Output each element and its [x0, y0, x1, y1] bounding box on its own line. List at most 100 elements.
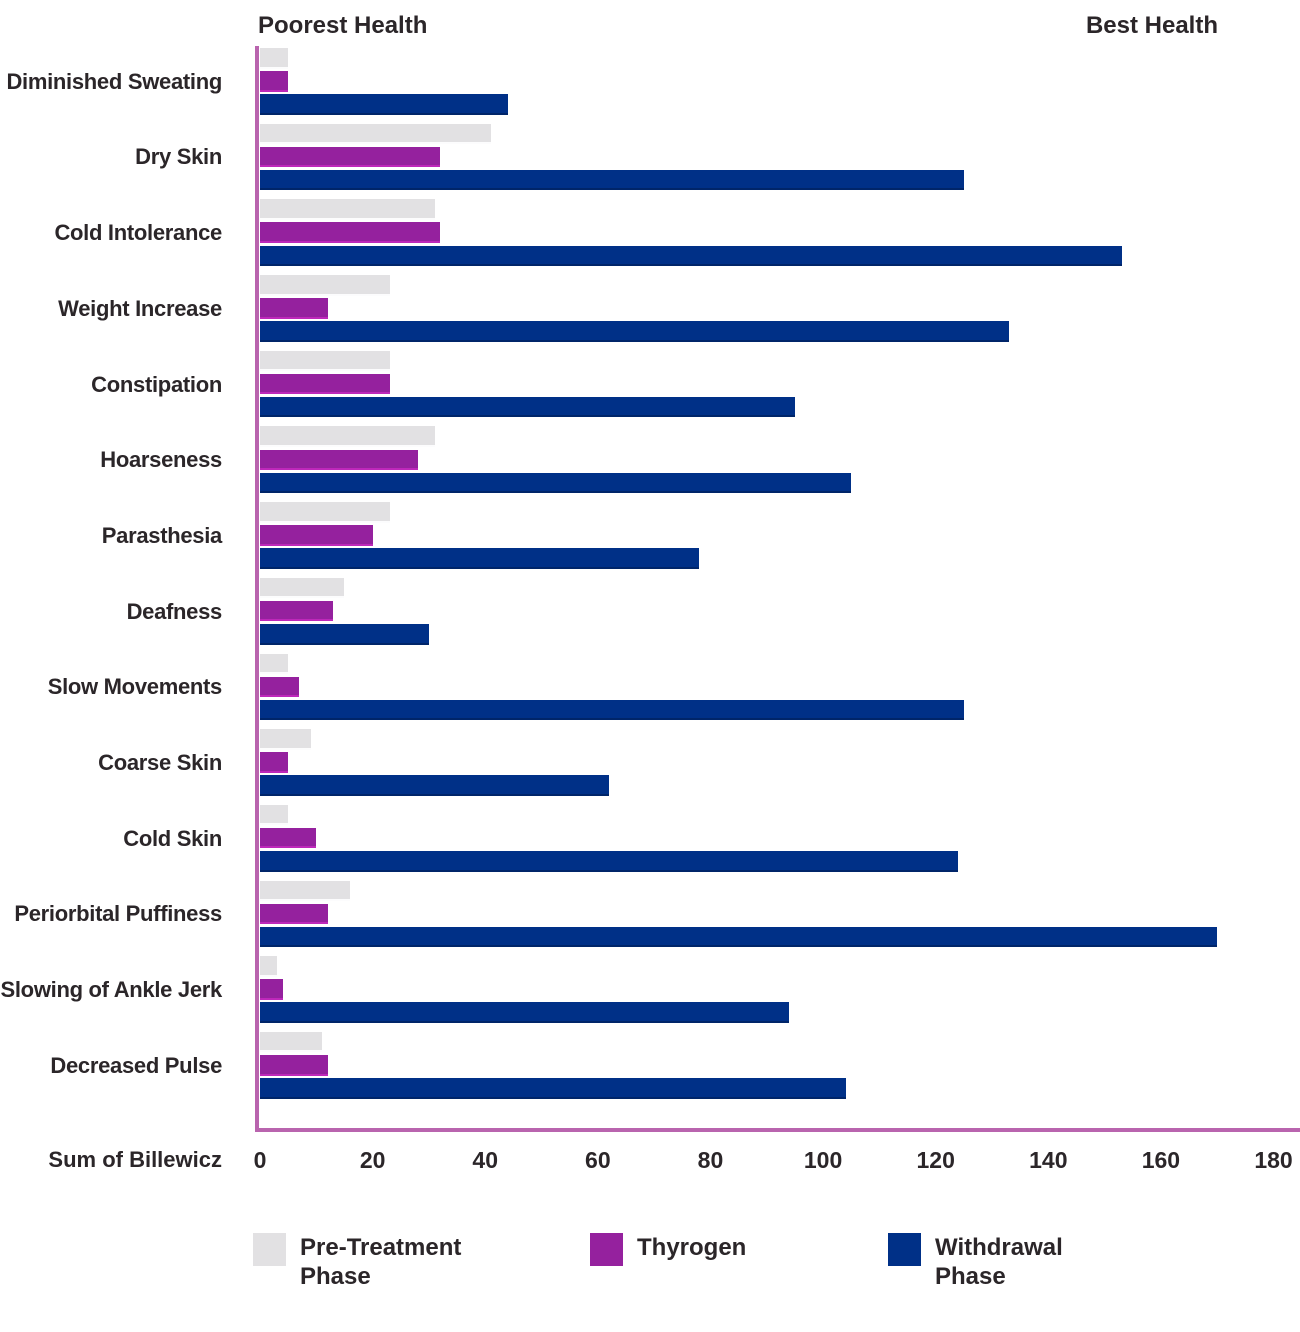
- bar-pre-treatment: [260, 426, 435, 447]
- category-row: Hoarseness: [0, 426, 1300, 494]
- bar-withdrawal: [260, 851, 959, 872]
- bar-pre-treatment: [260, 1031, 322, 1053]
- x-tick-label: 0: [253, 1147, 267, 1173]
- bar-pre-treatment: [260, 502, 390, 523]
- category-label: Deafness: [126, 598, 223, 624]
- health-scale-annotations: Poorest Health Best Health: [258, 12, 1218, 40]
- x-tick-label: 40: [472, 1147, 499, 1173]
- category-row: Dry Skin: [0, 123, 1300, 191]
- bar-pre-treatment: [260, 729, 311, 750]
- category-label: Cold Skin: [123, 825, 222, 851]
- bar-pre-treatment: [260, 804, 289, 826]
- bar-group: [260, 729, 1300, 796]
- category-row: Slowing of Ankle Jerk: [0, 956, 1300, 1023]
- category-row: Weight Increase: [0, 275, 1300, 342]
- bar-group: [260, 48, 1300, 115]
- bar-thyrogen: [260, 298, 328, 319]
- category-row: Slow Movements: [0, 653, 1300, 721]
- bar-group: [260, 653, 1300, 721]
- category-label: Parasthesia: [101, 522, 223, 548]
- bar-pre-treatment: [260, 123, 491, 145]
- bar-withdrawal: [260, 775, 610, 796]
- bar-pre-treatment: [260, 880, 351, 902]
- x-axis-line: [255, 1128, 1300, 1132]
- bar-withdrawal: [260, 321, 1009, 342]
- bar-thyrogen: [260, 676, 300, 698]
- bar-thyrogen: [260, 146, 441, 168]
- category-row: Diminished Sweating: [0, 48, 1300, 115]
- bar-withdrawal: [260, 548, 700, 569]
- bar-pre-treatment: [260, 275, 390, 296]
- bar-pre-treatment: [260, 350, 390, 372]
- bar-withdrawal: [260, 699, 964, 721]
- category-row: Cold Skin: [0, 804, 1300, 872]
- category-row: Decreased Pulse: [0, 1031, 1300, 1099]
- bar-group: [260, 199, 1300, 267]
- bar-group: [260, 880, 1300, 948]
- category-label: Dry Skin: [135, 144, 222, 170]
- thyrogen-label: Thyrogen: [637, 1234, 747, 1261]
- bar-group: [260, 577, 1300, 645]
- bar-thyrogen: [260, 827, 317, 849]
- bar-withdrawal: [260, 245, 1122, 267]
- x-tick-label: 80: [697, 1147, 724, 1173]
- poorest-health-label: Poorest Health: [258, 12, 428, 39]
- bar-group: [260, 1031, 1300, 1099]
- bar-thyrogen: [260, 525, 373, 546]
- category-label: Cold Intolerance: [54, 220, 222, 246]
- category-row: Cold Intolerance: [0, 199, 1300, 267]
- withdrawal-label: Withdrawal Phase: [935, 1234, 1063, 1290]
- bar-pre-treatment: [260, 956, 277, 977]
- legend: Pre-Treatment Phase Thyrogen Withdrawal …: [0, 1233, 1300, 1313]
- x-tick-label: 60: [585, 1147, 611, 1173]
- bar-pre-treatment: [260, 577, 345, 599]
- withdrawal-swatch: [888, 1233, 921, 1266]
- x-tick-label: 140: [1029, 1147, 1068, 1173]
- pre-treatment-swatch: [253, 1233, 286, 1266]
- bar-withdrawal: [260, 1002, 790, 1023]
- bar-group: [260, 502, 1300, 569]
- bar-thyrogen: [260, 600, 334, 622]
- category-label: Slowing of Ankle Jerk: [0, 977, 223, 1003]
- bar-thyrogen: [260, 222, 441, 243]
- bar-withdrawal: [260, 1078, 846, 1099]
- category-label: Periorbital Puffiness: [14, 901, 222, 927]
- category-row: Parasthesia: [0, 502, 1300, 569]
- bar-group: [260, 123, 1300, 191]
- bar-withdrawal: [260, 94, 508, 115]
- category-label: Weight Increase: [58, 295, 222, 321]
- category-label: Diminished Sweating: [6, 68, 222, 94]
- bar-thyrogen: [260, 71, 289, 92]
- x-tick-label: 180: [1254, 1147, 1293, 1173]
- bar-withdrawal: [260, 169, 964, 191]
- pre-treatment-label: Pre-Treatment Phase: [300, 1234, 462, 1290]
- bar-withdrawal: [260, 624, 429, 645]
- category-row: Deafness: [0, 577, 1300, 645]
- bar-group: [260, 426, 1300, 494]
- bar-thyrogen: [260, 1055, 328, 1076]
- bar-withdrawal: [260, 396, 795, 418]
- x-tick-label: 20: [359, 1147, 386, 1173]
- category-label: Slow Movements: [47, 674, 223, 700]
- x-axis-ticks: 0 20 40 60 80 100 120 140 160 180: [254, 1147, 1300, 1177]
- bar-withdrawal: [260, 926, 1218, 948]
- category-label: Decreased Pulse: [50, 1052, 222, 1078]
- category-row: Periorbital Puffiness: [0, 880, 1300, 948]
- bar-thyrogen: [260, 449, 418, 471]
- x-tick-label: 120: [916, 1147, 955, 1173]
- bar-pre-treatment: [260, 653, 289, 674]
- category-row: Constipation: [0, 350, 1300, 418]
- category-label: Coarse Skin: [98, 749, 222, 775]
- category-label: Hoarseness: [100, 447, 222, 473]
- legend-item-pre-treatment: Pre-Treatment Phase: [253, 1233, 490, 1291]
- bar-thyrogen: [260, 373, 390, 395]
- bar-groups: Diminished Sweating Dry Skin Cold Intolera…: [0, 48, 1300, 1108]
- bar-thyrogen: [260, 752, 289, 773]
- thyrogen-swatch: [590, 1233, 623, 1266]
- bar-pre-treatment: [260, 199, 435, 220]
- category-label: Constipation: [91, 371, 222, 397]
- x-axis-title: Sum of Billewicz: [48, 1147, 222, 1172]
- bar-group: [260, 956, 1300, 1023]
- bar-pre-treatment: [260, 48, 289, 69]
- bar-group: [260, 804, 1300, 872]
